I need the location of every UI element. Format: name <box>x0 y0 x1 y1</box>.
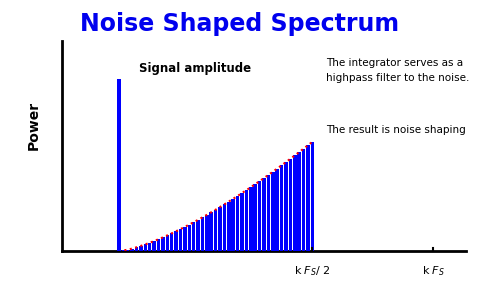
Bar <box>306 145 310 251</box>
Bar <box>262 178 266 251</box>
Text: The result is noise shaping: The result is noise shaping <box>326 125 466 135</box>
Bar <box>231 199 235 251</box>
Bar <box>179 229 182 251</box>
Bar <box>227 201 230 251</box>
Bar <box>131 248 134 251</box>
Bar <box>135 247 138 251</box>
Bar <box>166 235 169 251</box>
Bar <box>249 187 252 251</box>
Bar <box>192 222 195 251</box>
Text: Power: Power <box>27 100 41 150</box>
Text: Signal amplitude: Signal amplitude <box>139 62 251 74</box>
Bar <box>267 175 270 251</box>
Bar <box>161 237 165 251</box>
Bar <box>126 250 130 251</box>
Bar <box>288 159 292 251</box>
Bar <box>302 149 305 251</box>
Bar <box>174 231 178 251</box>
Bar <box>139 246 143 251</box>
Text: Noise Shaped Spectrum: Noise Shaped Spectrum <box>81 12 399 36</box>
Bar <box>209 212 213 251</box>
Bar <box>156 239 160 251</box>
Bar <box>218 207 222 251</box>
Bar <box>148 243 151 251</box>
Bar <box>253 184 257 251</box>
Bar <box>271 172 275 251</box>
Bar <box>201 217 204 251</box>
Bar <box>196 220 200 251</box>
Bar <box>276 168 279 251</box>
Bar <box>121 250 125 251</box>
Text: k $F_S$: k $F_S$ <box>422 264 445 277</box>
Bar <box>183 227 187 251</box>
Bar <box>144 244 147 251</box>
Bar <box>258 181 261 251</box>
Bar <box>214 210 217 251</box>
Text: The integrator serves as a
highpass filter to the noise.: The integrator serves as a highpass filt… <box>326 58 470 83</box>
Bar <box>188 225 191 251</box>
Bar <box>298 152 301 251</box>
Bar <box>223 204 226 251</box>
Bar <box>205 215 208 251</box>
Bar <box>284 162 288 251</box>
Bar <box>240 193 244 251</box>
Bar <box>280 165 283 251</box>
Bar <box>117 79 121 251</box>
Bar <box>236 196 240 251</box>
Text: k $F_S$/ 2: k $F_S$/ 2 <box>294 264 331 277</box>
Bar <box>311 142 314 251</box>
Bar <box>152 241 156 251</box>
Bar <box>117 250 120 251</box>
Bar <box>293 155 297 251</box>
Bar <box>245 190 248 251</box>
Bar <box>170 233 173 251</box>
